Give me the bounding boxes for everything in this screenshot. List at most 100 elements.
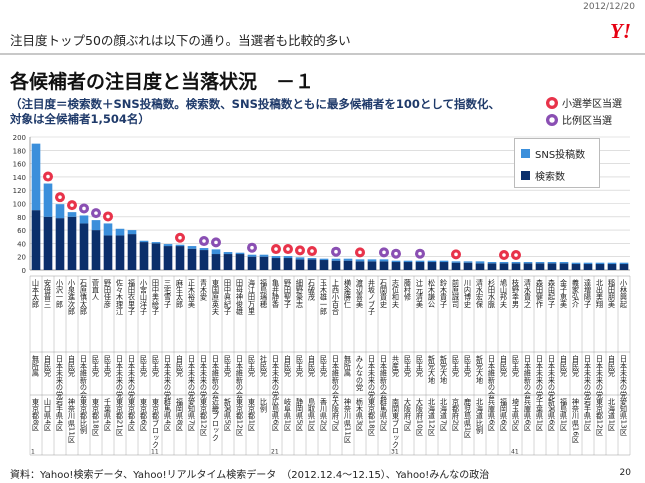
marker-center	[358, 250, 362, 255]
bar-search	[451, 262, 461, 270]
bar-sns	[355, 259, 365, 262]
marker-center	[58, 195, 62, 199]
bar-sns	[115, 228, 125, 236]
bar-sns	[139, 240, 149, 243]
candidate-name: 森田健作	[535, 278, 544, 309]
candidate-party: 自民党	[308, 354, 317, 377]
bar-search	[499, 263, 509, 270]
bar-sns	[487, 262, 497, 264]
bar-sns	[103, 223, 113, 236]
bar-sns	[55, 204, 65, 219]
marker-center	[394, 251, 398, 256]
candidate-district: 神奈川県11区	[344, 397, 353, 443]
pr-winner-label: 比例区当選	[562, 116, 612, 127]
candidate-district: 栃木県3区	[356, 397, 365, 431]
bar-search	[127, 234, 137, 270]
bar-sns	[223, 252, 233, 255]
candidate-party: 日本未来の党	[200, 355, 209, 399]
candidate-party: 日本未来の党	[56, 355, 65, 399]
candidate-district: 岐阜県1区	[284, 397, 293, 431]
candidate-district: 千葉県4区	[104, 397, 113, 431]
candidate-name: 小泉進次郎	[68, 278, 77, 316]
bar-search	[259, 256, 269, 270]
bar-sns	[583, 262, 593, 265]
candidate-party: 民主党	[140, 355, 149, 378]
bar-search	[247, 256, 257, 270]
candidate-name: 松木謙公	[428, 278, 437, 308]
bar-sns	[283, 256, 293, 259]
bar-sns	[67, 212, 77, 217]
candidate-district: 大阪府7区	[332, 397, 341, 431]
candidate-party: 日本未来の党	[164, 355, 173, 399]
yahoo-logo: Y!	[610, 19, 631, 43]
candidate-name: 細野豪志	[296, 278, 305, 308]
candidate-district: 東京都比例	[80, 397, 89, 435]
marker-center	[418, 251, 422, 256]
bar-search	[607, 264, 617, 270]
bar-search	[463, 262, 473, 270]
bar-search	[115, 235, 125, 270]
marker-center	[214, 240, 218, 245]
marker-center	[70, 203, 74, 207]
candidate-district: 鳥取県1区	[308, 397, 317, 431]
bar-sns	[523, 262, 533, 264]
candidate-district: 東京都4区	[128, 397, 137, 431]
candidate-name: 森由起子	[547, 278, 556, 308]
page-title: 各候補者の注目度と当落状況 －１	[10, 71, 315, 93]
candidate-district: 福岡県6区	[500, 397, 509, 431]
bar-search	[55, 218, 65, 270]
candidate-name: 野田聖子	[284, 279, 293, 308]
candidate-name: 玉木雄一郎	[320, 279, 329, 316]
bar-search	[163, 246, 173, 270]
candidate-name: 野田佳彦	[104, 279, 113, 309]
rank-marker: 31	[391, 449, 399, 456]
bar-sns	[367, 259, 377, 262]
legend-search-label: 検索数	[535, 172, 565, 183]
candidate-district: 東京都8区	[32, 397, 41, 431]
bar-search	[439, 262, 449, 270]
bar-search	[175, 246, 185, 270]
candidate-name: 義家弘介	[571, 278, 580, 308]
candidate-party: 日本維新の会	[380, 355, 389, 399]
candidate-name: 福田衣里子	[128, 278, 137, 315]
bar-search	[559, 263, 569, 270]
bar-search	[91, 230, 101, 270]
candidate-name: 川内博史	[464, 279, 473, 309]
marker-center	[250, 245, 254, 250]
y-tick-label: 120	[13, 187, 26, 195]
candidate-party: みんなの党	[356, 355, 365, 392]
candidate-name: 田母神俊雄	[236, 279, 245, 316]
candidate-name: 北出美翔	[596, 279, 605, 309]
bar-search	[475, 263, 485, 270]
bar-sns	[151, 242, 161, 244]
candidate-party: 民主党	[104, 355, 113, 378]
candidate-name: 杉田水脈	[488, 278, 497, 309]
candidate-district: 北海道7区	[440, 398, 449, 432]
rank-marker: 41	[511, 449, 519, 456]
candidate-district: 南関東ブロック	[392, 397, 401, 448]
candidate-party: 日本維新の会	[236, 355, 245, 399]
candidate-party: 無所属	[32, 354, 41, 377]
bar-search	[391, 262, 401, 270]
marker-center	[274, 247, 278, 251]
candidate-party: 社民党	[260, 354, 269, 377]
bar-search	[271, 258, 281, 270]
bar-sns	[127, 230, 137, 235]
bar-search	[211, 254, 221, 270]
candidate-name: 石関貴史	[380, 279, 389, 309]
marker-center	[454, 252, 458, 257]
bar-search	[571, 264, 581, 270]
candidate-district: 大阪府10区	[416, 397, 425, 436]
bar-search	[199, 250, 209, 270]
candidate-district: 新潟県6区	[548, 397, 557, 431]
rank-marker: 21	[271, 449, 279, 456]
candidate-district: 愛知県7区	[188, 397, 197, 431]
candidate-name: 小宮山洋子	[140, 278, 149, 315]
bar-search	[583, 264, 593, 270]
candidate-party: 民主党	[416, 355, 425, 378]
y-tick-label: 160	[13, 161, 26, 169]
candidate-party: 民主党	[452, 355, 461, 378]
candidate-district: 群馬県4区	[164, 397, 173, 431]
bar-sns	[595, 262, 605, 265]
